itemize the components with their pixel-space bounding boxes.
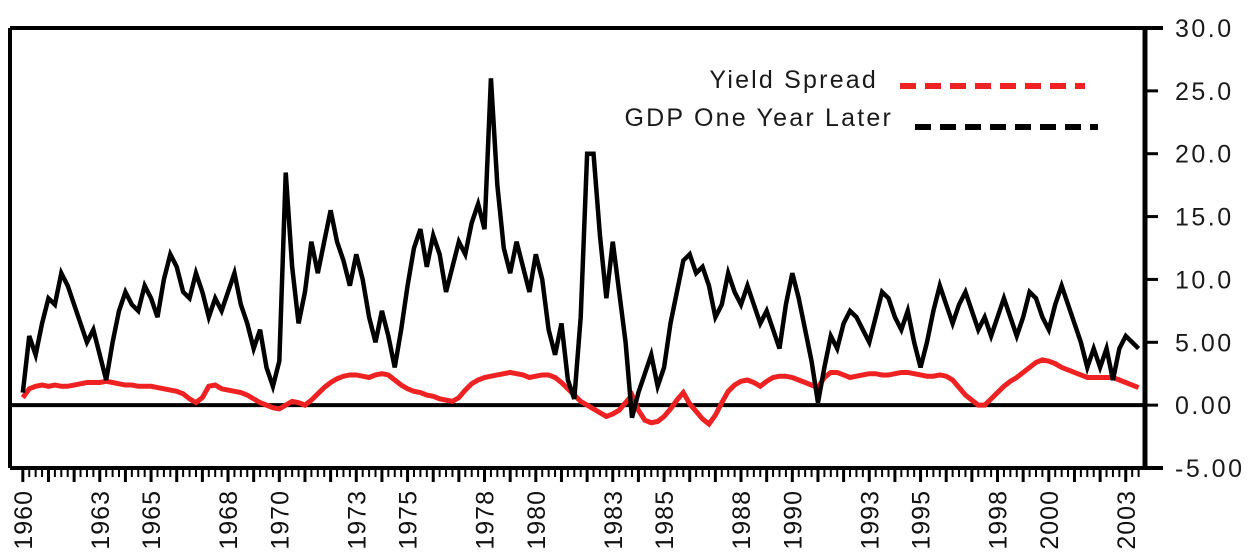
x-label-11: 1988 — [728, 490, 756, 550]
y-label-6: 0.00 — [1175, 392, 1234, 420]
y-label-0: 30.0 — [1175, 15, 1234, 43]
x-label-13: 1993 — [856, 490, 884, 550]
x-label-0: 1960 — [10, 490, 38, 550]
x-label-17: 2003 — [1113, 490, 1141, 550]
x-label-6: 1975 — [395, 490, 423, 550]
legend-label-0: Yield Spread — [709, 66, 878, 94]
y-label-4: 10.0 — [1175, 266, 1234, 294]
y-label-1: 25.0 — [1175, 78, 1234, 106]
x-label-10: 1985 — [651, 490, 679, 550]
chart-legend: Yield Spread GDP One Year Later — [625, 66, 1098, 132]
x-label-7: 1978 — [472, 490, 500, 550]
x-label-3: 1968 — [215, 490, 243, 550]
data-series-group — [20, 78, 1141, 428]
x-label-1: 1963 — [87, 490, 115, 550]
plot-frame — [8, 26, 1148, 470]
y-axis-labels: 30.0 25.0 20.0 15.0 10.0 5.00 0.00 -5.00 — [1175, 15, 1244, 483]
y-axis-ticks — [1145, 26, 1163, 470]
legend-label-1: GDP One Year Later — [625, 104, 893, 132]
y-label-7: -5.00 — [1175, 455, 1244, 483]
x-label-8: 1980 — [523, 490, 551, 550]
x-axis-labels: 1960 1963 1965 1968 1970 1973 1975 1978 1980 1983… — [10, 490, 1141, 550]
x-label-12: 1990 — [779, 490, 807, 550]
y-label-3: 15.0 — [1175, 204, 1234, 232]
x-label-14: 1995 — [908, 490, 936, 550]
x-label-15: 1998 — [985, 490, 1013, 550]
x-label-16: 2000 — [1036, 490, 1064, 550]
x-label-9: 1983 — [600, 490, 628, 550]
x-label-2: 1965 — [138, 490, 166, 550]
x-axis-ticks — [21, 470, 1140, 482]
series-line-yield-spread — [20, 357, 1140, 428]
x-label-5: 1973 — [343, 490, 371, 550]
y-label-2: 20.0 — [1175, 141, 1234, 169]
series-line-gdp-one-year-later — [20, 78, 1141, 419]
y-label-5: 5.00 — [1175, 329, 1234, 357]
x-label-4: 1970 — [266, 490, 294, 550]
